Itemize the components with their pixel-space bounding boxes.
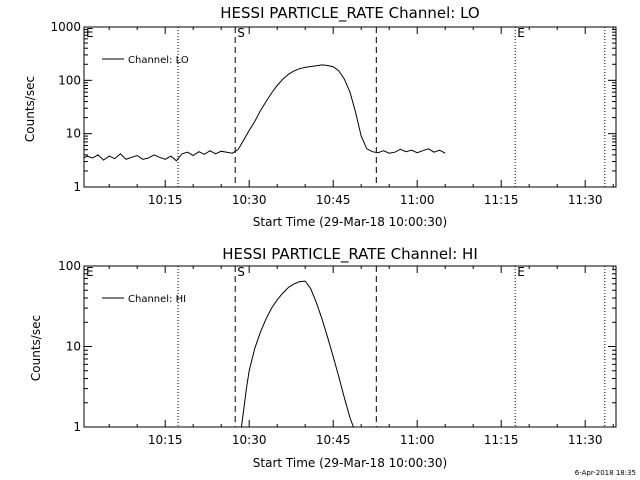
y-tick-label: 1000 — [50, 20, 81, 34]
x-tick-label: 11:30 — [568, 433, 603, 447]
y-tick-label: 1 — [73, 420, 81, 434]
y-tick-label: 10 — [66, 340, 81, 354]
x-tick-label: 11:00 — [400, 433, 435, 447]
panel-lo: HESSI PARTICLE_RATE Channel: LO Counts/s… — [23, 4, 617, 229]
y-axis-label: Counts/sec — [29, 315, 43, 381]
x-tick-label: 10:15 — [148, 193, 183, 207]
x-tick-label: 11:00 — [400, 193, 435, 207]
legend-label: Channel: LO — [128, 55, 189, 66]
marker-label: E — [517, 265, 525, 279]
marker-label: S — [237, 26, 245, 40]
chart-title: HESSI PARTICLE_RATE Channel: HI — [222, 245, 478, 264]
timestamp-label: 6-Apr-2018 18:35 — [574, 469, 636, 477]
x-tick-label: 11:15 — [484, 433, 519, 447]
x-tick-label: 10:45 — [316, 433, 351, 447]
marker-label: E — [86, 265, 94, 279]
series-line — [83, 64, 446, 162]
x-axis-label: Start Time (29-Mar-18 10:00:30) — [253, 456, 447, 470]
x-tick-label: 11:30 — [568, 193, 603, 207]
plot-frame — [83, 265, 617, 428]
x-tick-label: 10:15 — [148, 433, 183, 447]
y-tick-label: 10 — [66, 127, 81, 141]
y-axis-label: Counts/sec — [23, 76, 37, 142]
panel-hi: HESSI PARTICLE_RATE Channel: HI Counts/s… — [29, 245, 617, 470]
series-line — [240, 280, 354, 428]
y-tick-label: 100 — [58, 259, 81, 273]
plot-frame — [83, 26, 617, 188]
x-tick-label: 10:45 — [316, 193, 351, 207]
x-axis-label: Start Time (29-Mar-18 10:00:30) — [253, 215, 447, 229]
marker-label: E — [517, 26, 525, 40]
chart-title: HESSI PARTICLE_RATE Channel: LO — [220, 4, 479, 23]
x-tick-label: 10:30 — [232, 433, 267, 447]
legend-label: Channel: HI — [128, 294, 186, 305]
x-tick-label: 10:30 — [232, 193, 267, 207]
marker-label: S — [237, 265, 245, 279]
x-tick-label: 11:15 — [484, 193, 519, 207]
y-tick-label: 100 — [58, 73, 81, 87]
y-tick-label: 1 — [73, 180, 81, 194]
marker-label: E — [86, 26, 94, 40]
